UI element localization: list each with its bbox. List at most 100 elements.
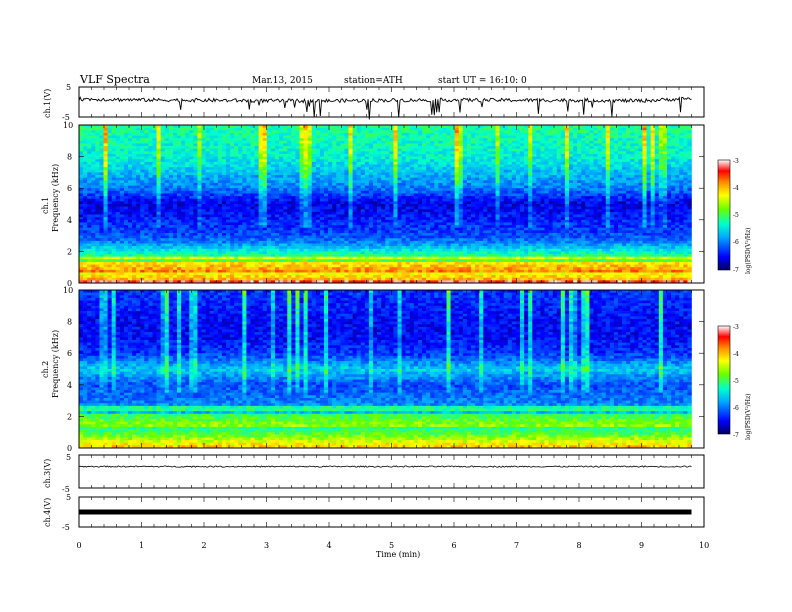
spectrogram-cell bbox=[520, 206, 525, 210]
spectrogram-cell bbox=[401, 164, 406, 168]
spectrogram-cell bbox=[393, 159, 398, 163]
spectrogram-cell bbox=[193, 161, 198, 165]
spectrogram-cell bbox=[422, 138, 427, 142]
spectrogram-cell bbox=[189, 169, 194, 173]
spectrogram-cell bbox=[193, 153, 198, 157]
spectrogram-cell bbox=[213, 193, 219, 197]
spectrogram-cell bbox=[193, 146, 198, 149]
spectrogram-cell bbox=[581, 135, 586, 139]
spectrogram-cell bbox=[442, 159, 447, 163]
spectrogram-cell bbox=[569, 161, 574, 165]
spectrogram-cell bbox=[373, 182, 378, 186]
spectrogram-cell bbox=[242, 196, 247, 200]
spectrogram-cell bbox=[487, 132, 492, 136]
spectrogram-cell bbox=[230, 201, 235, 205]
spectrogram-cell bbox=[667, 143, 672, 147]
spectrogram-cell bbox=[389, 164, 394, 168]
spectrogram-cell bbox=[462, 135, 468, 139]
figure-title: VLF Spectra bbox=[79, 73, 150, 86]
spectrogram-cell bbox=[442, 132, 447, 136]
spectrogram-cell bbox=[83, 180, 88, 184]
spectrogram-cell bbox=[79, 159, 84, 163]
spectrogram-cell bbox=[503, 198, 509, 202]
spectrogram-cell bbox=[279, 125, 284, 128]
spectrogram-cell bbox=[573, 196, 578, 200]
spectrogram-cell bbox=[172, 198, 178, 202]
spectrogram-cell bbox=[609, 201, 615, 205]
spectrogram-cell bbox=[291, 201, 296, 205]
spectrogram-cell bbox=[144, 169, 149, 173]
spectrogram-cell bbox=[348, 177, 353, 181]
spectrogram-cell bbox=[258, 185, 264, 189]
spectrogram-cell bbox=[622, 143, 627, 147]
spectrogram-cell bbox=[275, 206, 280, 210]
spectrogram-cell bbox=[475, 143, 480, 147]
spectrogram-cell bbox=[360, 193, 366, 197]
spectrogram-cell bbox=[662, 177, 668, 181]
spectrogram-cell bbox=[230, 209, 235, 213]
spectrogram-cell bbox=[221, 193, 227, 197]
spectrogram-cell bbox=[397, 135, 402, 139]
spectrogram-cell bbox=[344, 206, 349, 210]
spectrogram-cell bbox=[148, 167, 153, 171]
spectrogram-cell bbox=[389, 151, 394, 155]
spectrogram-cell bbox=[573, 127, 578, 131]
spectrogram-cell bbox=[364, 188, 370, 192]
spectrogram-cell bbox=[250, 204, 255, 207]
spectrogram-cell bbox=[613, 180, 619, 184]
spectrogram-cell bbox=[344, 190, 349, 194]
spectrogram-cell bbox=[205, 138, 210, 142]
spectrogram-cell bbox=[675, 169, 680, 173]
spectrogram-cell bbox=[671, 151, 676, 155]
spectrogram-cell bbox=[234, 204, 239, 207]
spectrogram-cell bbox=[156, 172, 161, 176]
spectrogram-cell bbox=[189, 209, 194, 213]
spectrogram-cell bbox=[344, 161, 349, 165]
spectrogram-cell bbox=[181, 180, 186, 184]
spectrogram-cell bbox=[238, 196, 243, 200]
spectrogram-cell bbox=[667, 138, 672, 142]
spectrogram-cell bbox=[650, 172, 656, 176]
spectrogram-cell bbox=[136, 167, 141, 171]
spectrogram-cell bbox=[144, 177, 149, 181]
spectrogram-cell bbox=[340, 206, 345, 210]
spectrogram-cell bbox=[564, 190, 570, 194]
spectrogram-cell bbox=[634, 198, 639, 202]
spectrogram-cell bbox=[466, 156, 472, 160]
spectrogram-cell bbox=[217, 196, 223, 200]
spectrogram-cell bbox=[385, 206, 390, 210]
spectrogram-cell bbox=[291, 188, 296, 192]
spectrogram-cell bbox=[115, 130, 121, 134]
spectrogram-cell bbox=[79, 190, 84, 194]
spectrogram-cell bbox=[609, 177, 615, 181]
spectrogram-cell bbox=[532, 204, 537, 207]
spectrogram-cell bbox=[593, 146, 598, 149]
spectrogram-cell bbox=[103, 198, 108, 202]
spectrogram-cell bbox=[511, 143, 517, 147]
station-label: station=ATH bbox=[344, 76, 403, 86]
spectrogram-cell bbox=[507, 161, 513, 165]
spectrogram-cell bbox=[564, 161, 570, 165]
spectrogram-cell bbox=[368, 161, 374, 165]
spectrogram-cell bbox=[573, 140, 578, 144]
spectrogram-cell bbox=[593, 172, 598, 176]
spectrogram-cell bbox=[540, 206, 545, 210]
spectrogram-cell bbox=[352, 190, 357, 194]
spectrogram-cell bbox=[123, 161, 129, 165]
spectrogram-cell bbox=[148, 182, 153, 186]
spectrogram-cell bbox=[352, 201, 357, 205]
spectrogram-cell bbox=[299, 143, 304, 147]
spectrogram-cell bbox=[250, 180, 255, 184]
spectrogram-cell bbox=[303, 182, 308, 186]
spectrogram-cell bbox=[650, 146, 656, 149]
spectrogram-cell bbox=[601, 182, 607, 186]
spectrogram-cell bbox=[597, 127, 602, 131]
spectrogram-cell bbox=[332, 148, 337, 152]
spectrogram-cell bbox=[589, 193, 594, 197]
spectrogram-cell bbox=[123, 180, 129, 184]
spectrogram-cell bbox=[589, 175, 594, 178]
spectrogram-cell bbox=[597, 177, 602, 181]
spectrogram-cell bbox=[295, 125, 300, 128]
spectrogram-cell bbox=[315, 206, 321, 210]
spectrogram-cell bbox=[230, 206, 235, 210]
